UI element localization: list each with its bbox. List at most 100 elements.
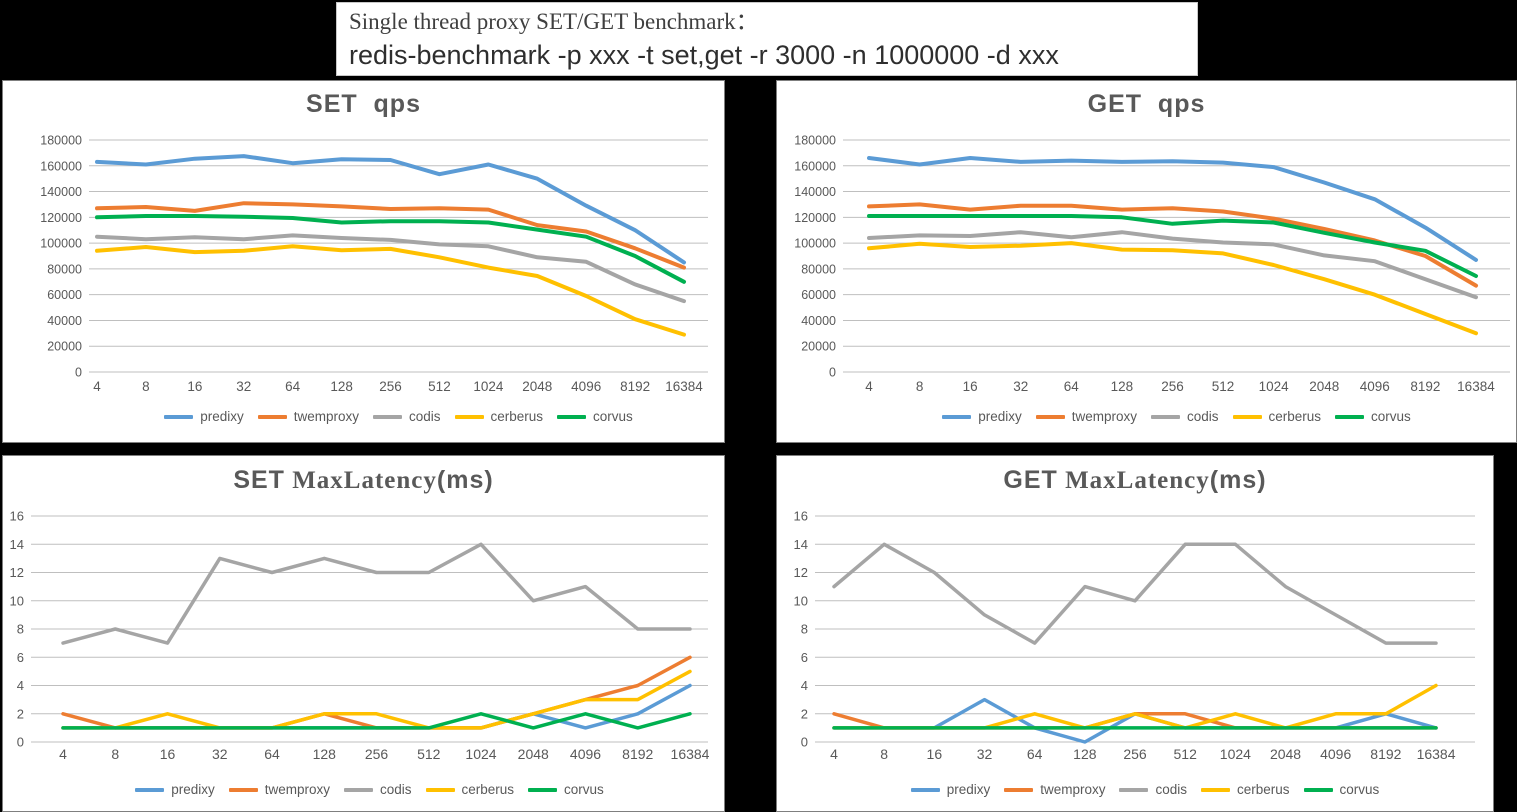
legend-swatch-cerberus [425,787,455,792]
legend-label: cerberus [461,782,515,797]
x-tick-label: 16 [160,746,176,762]
chart-title-bold: GET [1003,466,1058,494]
x-tick-label: 512 [1212,379,1235,394]
y-tick-label: 10 [10,593,24,608]
legend-label: codis [379,782,412,797]
y-tick-label: 10 [794,593,808,608]
benchmark-title-line1: Single thread proxy SET/GET benchmark： [349,9,759,34]
x-tick-label: 512 [428,379,451,394]
y-tick-label: 140000 [794,185,836,199]
series-line-cerberus [832,683,1438,730]
legend-label: codis [1186,409,1219,424]
y-tick-label: 40000 [801,314,836,328]
x-tick-label: 64 [264,746,280,762]
x-tick-label: 512 [1174,746,1198,762]
x-tick-label: 2048 [522,379,552,394]
legend-swatch-predixy [942,414,972,419]
legend-label: predixy [946,782,991,797]
y-tick-label: 2 [17,706,24,721]
y-tick-label: 40000 [47,314,82,328]
legend-label: predixy [978,409,1022,424]
legend-item-codis: codis [343,782,412,797]
legend-item-twemproxy: twemproxy [257,409,359,424]
y-tick-label: 12 [794,565,808,580]
legend-item-codis: codis [1150,409,1219,424]
legend-label: twemproxy [293,409,359,424]
y-tick-label: 20000 [801,340,836,354]
y-tick-label: 80000 [47,262,82,276]
chart-title-bold: SET [306,90,358,118]
x-tick-label: 256 [1123,746,1147,762]
y-tick-label: 2 [801,706,808,721]
x-tick-label: 16384 [671,746,710,762]
x-tick-label: 16 [963,379,978,394]
legend-item-cerberus: cerberus [1201,782,1290,797]
x-tick-label: 128 [313,746,337,762]
legend-swatch-cerberus [1201,787,1230,792]
legend-item-predixy: predixy [164,409,244,424]
y-tick-label: 100000 [794,237,836,251]
legend-item-cerberus: cerberus [454,409,543,424]
y-tick-label: 100000 [40,237,82,251]
x-tick-label: 4 [865,379,873,394]
x-tick-label: 64 [285,379,301,394]
y-tick-label: 0 [829,366,836,380]
chart-title: GET MaxLatency(ms) [777,466,1493,495]
chart-title-serif: MaxLatency [1057,467,1210,494]
series-line-predixy [832,697,1438,744]
legend: predixy twemproxy codis cerberus corvus [31,782,708,797]
y-tick-label: 160000 [40,159,82,173]
chart-title-tail: (ms) [1209,466,1267,494]
legend-item-corvus: corvus [1335,409,1411,424]
x-tick-label: 16 [927,746,943,762]
y-tick-label: 6 [17,650,24,665]
y-tick-label: 0 [17,735,24,750]
x-tick-label: 128 [1073,746,1097,762]
x-tick-label: 64 [1064,379,1080,394]
series-line-corvus [95,214,686,284]
x-tick-label: 8 [111,746,119,762]
legend-swatch-cerberus [454,414,484,419]
legend-item-twemproxy: twemproxy [1004,782,1105,797]
legend-item-twemproxy: twemproxy [228,782,330,797]
series-line-twemproxy [95,201,686,270]
series-line-predixy [867,156,1478,262]
y-tick-label: 160000 [794,159,836,173]
line-chart: 180000 160000 140000 120000 100000 80000 60000… [40,134,708,394]
legend-swatch-twemproxy [1035,414,1065,419]
chart-title-tail: qps [1142,90,1206,118]
y-tick-label: 16 [794,509,808,524]
x-tick-label: 256 [379,379,402,394]
y-tick-label: 140000 [40,185,82,199]
series-line-codis [95,233,686,304]
chart-title-bold: SET [233,466,285,494]
chart-title-tail: qps [357,90,421,118]
legend-swatch-corvus [528,787,558,792]
benchmark-title-box: Single thread proxy SET/GET benchmark： r… [336,2,1198,76]
x-tick-label: 4 [59,746,67,762]
x-tick-label: 4096 [1360,379,1390,394]
legend-swatch-predixy [164,414,194,419]
legend-item-cerberus: cerberus [425,782,515,797]
legend-item-predixy: predixy [910,782,991,797]
legend-item-codis: codis [372,409,441,424]
y-tick-label: 120000 [794,211,836,225]
y-tick-label: 8 [17,622,24,637]
legend-label: twemproxy [1071,409,1137,424]
legend-label: corvus [1371,409,1411,424]
legend-label: cerberus [1237,782,1290,797]
x-tick-label: 4096 [1320,746,1351,762]
legend-label: twemproxy [1040,782,1106,797]
x-tick-label: 512 [417,746,441,762]
y-tick-label: 120000 [40,211,82,225]
legend-swatch-twemproxy [257,414,287,419]
chart-panel-get-maxlatency: GET MaxLatency(ms) 16 14 12 10 8 6 4 2 0 4 8 16 32 64 1… [776,455,1494,812]
chart-title-bold: GET [1087,90,1143,118]
legend-item-predixy: predixy [135,782,215,797]
x-tick-label: 32 [236,379,251,394]
x-tick-label: 2048 [1309,379,1339,394]
legend-label: corvus [593,409,633,424]
